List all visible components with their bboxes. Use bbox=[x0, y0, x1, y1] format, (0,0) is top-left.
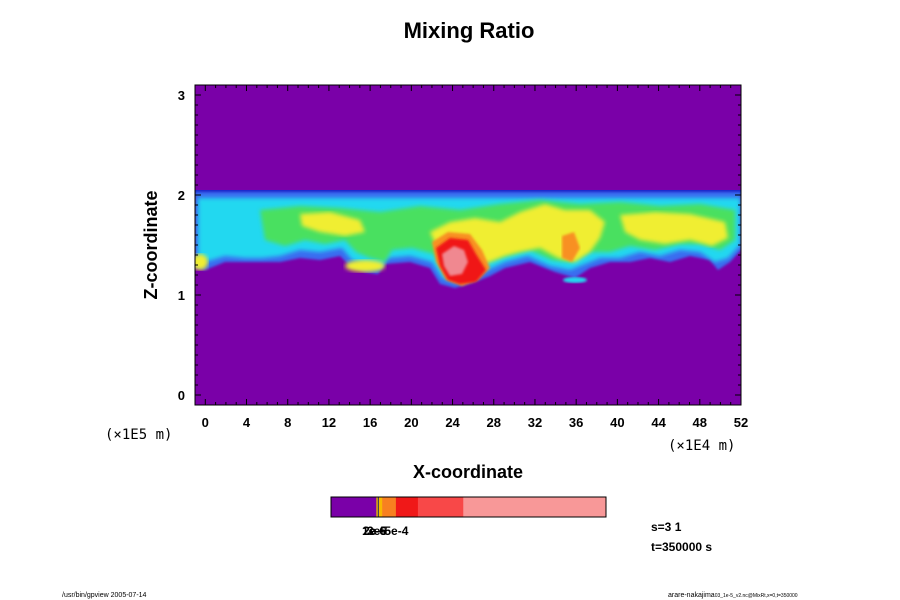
layer-orange-small bbox=[562, 232, 580, 262]
colorbar-segment bbox=[382, 497, 397, 517]
info-time: t=350000 s bbox=[651, 540, 712, 554]
x-tick-label: 8 bbox=[284, 415, 291, 430]
x-tick-label: 28 bbox=[487, 415, 501, 430]
y-tick-label: 0 bbox=[178, 388, 185, 403]
x-axis-title: X-coordinate bbox=[413, 462, 523, 482]
y-tick-label: 3 bbox=[178, 88, 185, 103]
footer-left: /usr/bin/gpview 2005-07-14 bbox=[62, 592, 147, 599]
colorbar-label-2: 2e-5 bbox=[363, 524, 387, 538]
y-tick-label: 1 bbox=[178, 288, 185, 303]
footer-right-main: arare-nakajima bbox=[668, 592, 715, 599]
colorbar-label-3: 3e-5e-4 bbox=[367, 524, 409, 538]
y-scale-label: (×1E5 m) bbox=[105, 427, 172, 443]
colorbar-frame bbox=[330, 496, 607, 518]
layer-blob-right bbox=[563, 277, 587, 283]
x-tick-label: 4 bbox=[243, 415, 251, 430]
x-tick-label: 40 bbox=[610, 415, 624, 430]
x-tick-label: 32 bbox=[528, 415, 542, 430]
colorbar-label-1: 1e-6 bbox=[362, 524, 386, 538]
info-step: s=3 1 bbox=[651, 520, 682, 534]
colorbar-segment bbox=[376, 497, 379, 517]
colorbar-labels: 1e-6 2e-5 3e-5e-4 bbox=[362, 524, 409, 538]
y-axis-title: Z-coordinate bbox=[141, 190, 161, 299]
colorbar-segment bbox=[378, 497, 383, 517]
colorbar bbox=[330, 496, 607, 518]
colorbar-segment bbox=[417, 497, 464, 517]
layer-blob-left bbox=[345, 260, 385, 272]
x-tick-label: 24 bbox=[445, 415, 460, 430]
chart-title: Mixing Ratio bbox=[404, 18, 535, 43]
x-tick-label: 12 bbox=[322, 415, 336, 430]
colorbar-segment bbox=[463, 497, 607, 517]
colorbar-segment bbox=[395, 497, 419, 517]
x-tick-label: 48 bbox=[693, 415, 707, 430]
layer-blob-edge bbox=[195, 254, 208, 270]
x-tick-label: 44 bbox=[651, 415, 666, 430]
x-tick-label: 20 bbox=[404, 415, 418, 430]
x-tick-label: 36 bbox=[569, 415, 583, 430]
x-tick-label: 0 bbox=[202, 415, 209, 430]
layer-yellow-left bbox=[300, 212, 365, 236]
x-scale-label: (×1E4 m) bbox=[668, 438, 735, 454]
y-tick-label: 2 bbox=[178, 188, 185, 203]
layer-yellow-right bbox=[620, 212, 728, 246]
footer-right: arare-nakajima03_1e-5_v2.nc@MixRt,x=0,t=… bbox=[668, 592, 798, 599]
layer-pink bbox=[442, 246, 468, 276]
colorbar-segment bbox=[331, 497, 377, 517]
mixing-layer bbox=[195, 190, 741, 288]
footer-right-small: 03_1e-5_v2.nc@MixRt,x=0,t=350000 bbox=[715, 593, 798, 599]
colorbar-segment bbox=[377, 497, 380, 517]
x-tick-label: 52 bbox=[734, 415, 748, 430]
x-tick-label: 16 bbox=[363, 415, 377, 430]
